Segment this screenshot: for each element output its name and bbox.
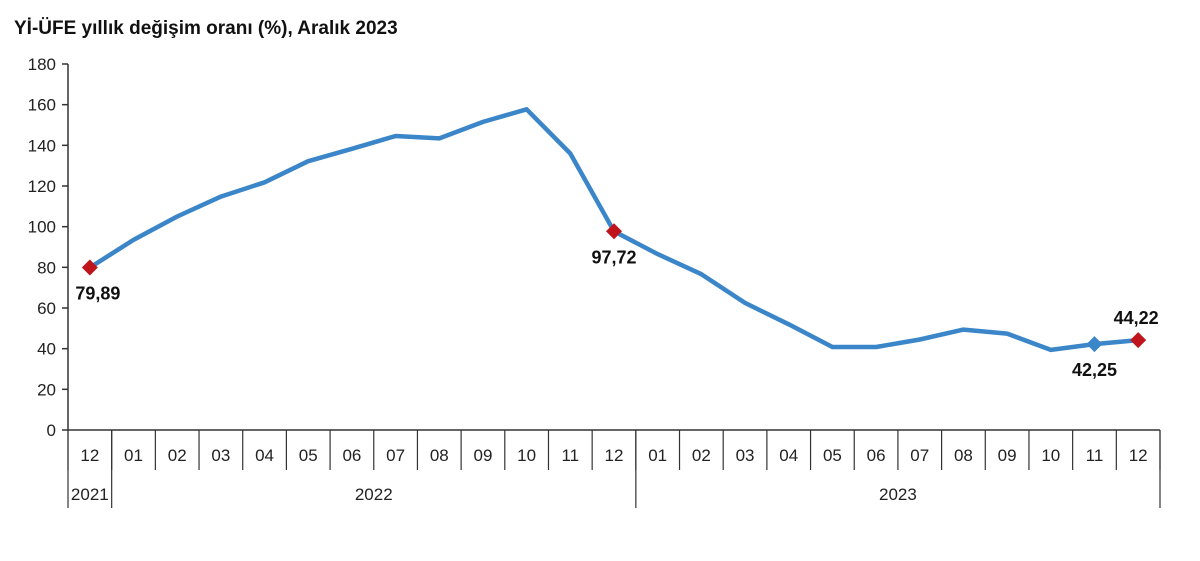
x-tick-label: 05 <box>299 446 318 465</box>
data-point <box>918 338 921 341</box>
red-diamond-marker <box>606 223 622 240</box>
x-tick-label: 12 <box>1129 446 1148 465</box>
x-tick-label: 03 <box>211 446 230 465</box>
y-axis: 0 20 40 60 80 100 120 140 160 180 <box>28 55 69 440</box>
data-point <box>744 301 747 304</box>
data-markers: 79,89 97,72 42,25 44,22 <box>75 223 1159 380</box>
y-tick-label: 100 <box>28 218 56 237</box>
data-point <box>700 273 703 276</box>
x-tick-label: 06 <box>342 446 361 465</box>
data-point <box>394 134 397 137</box>
data-point <box>481 120 484 123</box>
x-tick-label: 08 <box>954 446 973 465</box>
data-label: 79,89 <box>75 284 120 304</box>
data-point <box>1006 332 1009 335</box>
data-point <box>962 328 965 331</box>
data-point <box>176 215 179 218</box>
x-tick-label: 02 <box>168 446 187 465</box>
x-tick-label: 06 <box>867 446 886 465</box>
year-label: 2023 <box>879 485 917 504</box>
y-tick-label: 140 <box>28 136 56 155</box>
x-tick-label: 09 <box>473 446 492 465</box>
y-tick-label: 180 <box>28 55 56 74</box>
x-tick-label: 04 <box>255 446 274 465</box>
y-tick-label: 0 <box>47 421 56 440</box>
data-point <box>438 137 441 140</box>
data-point <box>656 253 659 256</box>
y-tick-label: 60 <box>37 299 56 318</box>
data-point <box>831 346 834 349</box>
x-tick-label: 04 <box>779 446 798 465</box>
data-label: 42,25 <box>1072 360 1117 380</box>
data-label: 97,72 <box>591 247 636 267</box>
x-tick-label: 11 <box>1086 446 1104 465</box>
x-tick-label: 07 <box>386 446 405 465</box>
x-tick-label: 11 <box>561 446 579 465</box>
data-point <box>1049 348 1052 351</box>
x-tick-label: 09 <box>998 446 1017 465</box>
data-point <box>875 346 878 349</box>
x-tick-label: 12 <box>80 446 99 465</box>
y-tick-label: 160 <box>28 96 56 115</box>
red-diamond-marker <box>1130 332 1147 349</box>
data-point <box>525 108 528 111</box>
y-tick-label: 120 <box>28 177 56 196</box>
year-label: 2021 <box>71 485 109 504</box>
year-label: 2022 <box>355 485 393 504</box>
x-tick-label: 10 <box>517 446 536 465</box>
y-tick-label: 80 <box>37 258 56 277</box>
red-diamond-marker <box>81 259 98 276</box>
data-point <box>219 195 222 198</box>
x-axis: 12 01 02 03 04 05 06 07 08 09 10 11 12 01 02 03 04 05 06 07… <box>67 429 1161 508</box>
data-point <box>263 181 266 184</box>
x-tick-label: 07 <box>910 446 929 465</box>
chart-title: Yİ-ÜFE yıllık değişim oranı (%), Aralık … <box>14 18 398 39</box>
data-point <box>307 160 310 163</box>
blue-diamond-marker <box>1086 336 1103 353</box>
y-tick-label: 20 <box>37 380 56 399</box>
x-tick-label: 12 <box>605 446 624 465</box>
data-point <box>350 147 353 150</box>
x-tick-label: 02 <box>692 446 711 465</box>
data-point <box>787 323 790 326</box>
data-label: 44,22 <box>1114 308 1159 328</box>
x-tick-label: 08 <box>430 446 449 465</box>
x-tick-label: 01 <box>648 446 667 465</box>
y-tick-label: 40 <box>37 340 56 359</box>
x-tick-label: 03 <box>736 446 755 465</box>
x-tick-label: 01 <box>124 446 143 465</box>
data-point <box>132 238 135 241</box>
x-tick-label: 05 <box>823 446 842 465</box>
x-tick-label: 10 <box>1041 446 1060 465</box>
data-point <box>569 152 572 155</box>
